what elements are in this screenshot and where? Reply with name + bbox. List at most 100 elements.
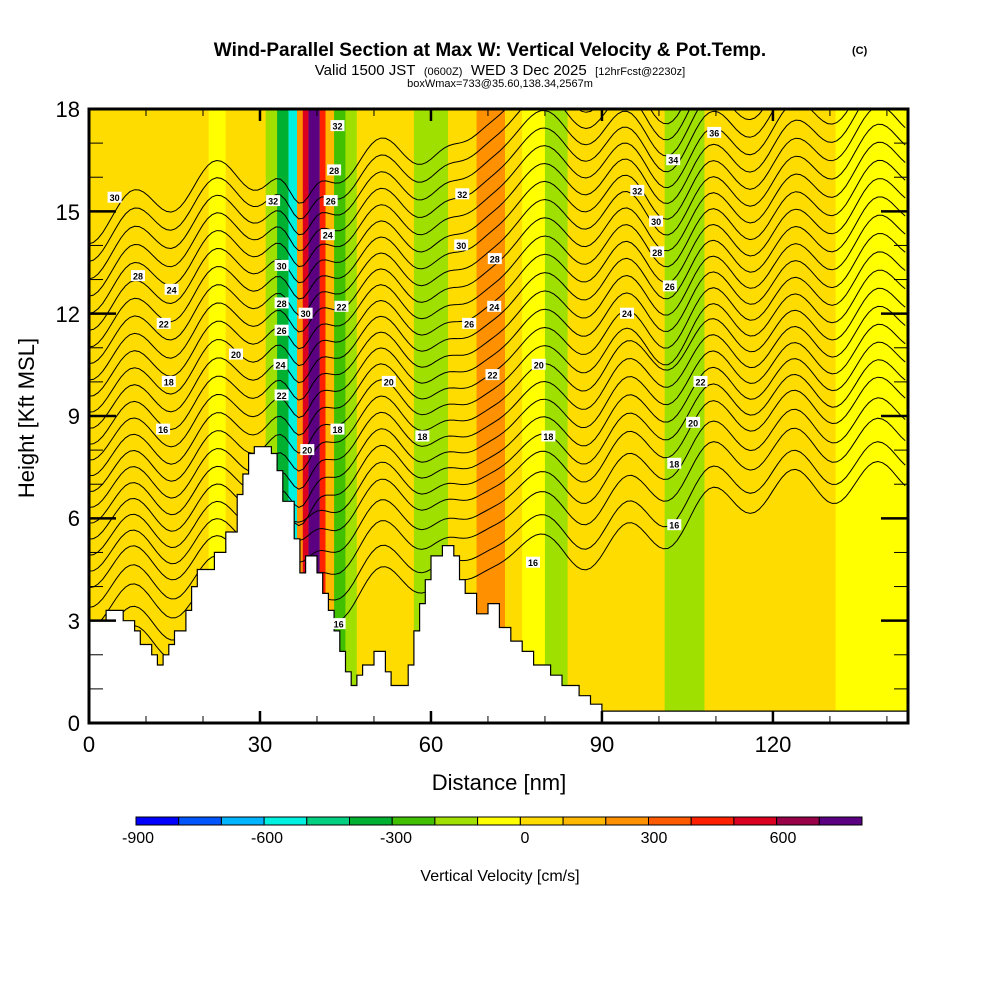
isentrope-line bbox=[89, 178, 906, 413]
colorbar-swatch bbox=[562, 816, 607, 826]
contour-label-text: 26 bbox=[665, 282, 675, 292]
contour-label-bg bbox=[686, 416, 701, 428]
subtitle-date: WED 3 Dec 2025 bbox=[471, 62, 587, 79]
x-tick-label: 120 bbox=[755, 732, 792, 757]
contour-label: 28 bbox=[650, 246, 665, 258]
y-tick-label: 12 bbox=[56, 302, 80, 327]
y-tick-label: 6 bbox=[68, 506, 80, 531]
contour-label-bg bbox=[485, 369, 500, 381]
colorbar-swatch bbox=[605, 816, 649, 826]
w-band bbox=[334, 109, 346, 723]
contour-label-text: 20 bbox=[302, 446, 312, 456]
isentrope-line bbox=[89, 323, 906, 540]
contour-label-text: 30 bbox=[301, 309, 311, 319]
isentrope-line bbox=[89, 109, 850, 314]
contour-label-text: 24 bbox=[489, 302, 499, 312]
contour-label-text: 32 bbox=[268, 197, 278, 207]
y-axis-title: Height [Kft MSL] bbox=[14, 338, 39, 498]
subtitle-forecast: [12hrFcst@2230z] bbox=[595, 66, 685, 78]
isentrope-line bbox=[89, 123, 906, 365]
contour-label-bg bbox=[487, 300, 502, 312]
contour-labels: 30 28 24 22 20 18 16 32 30 28 26 24 22 30 20 32 28 26 24 22… bbox=[107, 120, 722, 630]
contour-label: 30 bbox=[107, 191, 122, 203]
contour-label: 36 bbox=[707, 126, 722, 138]
contour-label-text: 22 bbox=[695, 377, 705, 387]
isentrope-line bbox=[89, 269, 906, 493]
colorbar-swatch bbox=[519, 816, 564, 826]
contour-label-text: 18 bbox=[669, 459, 679, 469]
contour-label: 16 bbox=[667, 519, 682, 531]
x-tick-labels: 0 30 60 90 120 bbox=[83, 732, 791, 757]
contour-label-text: 24 bbox=[167, 285, 177, 295]
y-tick-labels: 0 3 6 9 12 15 18 bbox=[56, 97, 80, 736]
contour-label-text: 30 bbox=[651, 217, 661, 227]
contour-label: 28 bbox=[487, 253, 502, 265]
contour-label: 20 bbox=[300, 444, 315, 456]
isentrope-line bbox=[89, 109, 906, 348]
contour-label: 20 bbox=[531, 358, 546, 370]
contour-label-text: 20 bbox=[688, 418, 698, 428]
w-band bbox=[613, 109, 665, 723]
contour-label: 20 bbox=[381, 375, 396, 387]
x-tick-label: 60 bbox=[419, 732, 443, 757]
plot-area: 30 28 24 22 20 18 16 32 30 28 26 24 22 30 20 32 28 26 24 22… bbox=[87, 107, 910, 725]
contour-label-bg bbox=[707, 126, 722, 138]
contour-label: 26 bbox=[323, 195, 338, 207]
colorbar-swatch bbox=[434, 816, 479, 826]
contour-label-bg bbox=[630, 184, 645, 196]
isentrope-line bbox=[89, 159, 906, 397]
contour-label-bg bbox=[156, 423, 171, 435]
colorbar-swatch bbox=[349, 816, 393, 826]
x-axis-title: Distance [nm] bbox=[432, 770, 567, 795]
colorbar-swatch bbox=[477, 816, 521, 826]
contour-label-text: 30 bbox=[277, 261, 287, 271]
contour-label-text: 34 bbox=[668, 156, 678, 166]
chart-subtitle: Valid 1500 JST (0600Z) WED 3 Dec 2025 [1… bbox=[315, 62, 685, 79]
contour-label-text: 36 bbox=[709, 128, 719, 138]
w-band bbox=[567, 109, 614, 723]
colorbar-swatch bbox=[690, 816, 735, 826]
contour-label-text: 26 bbox=[277, 326, 287, 336]
contour-label: 16 bbox=[156, 423, 171, 435]
contour-label: 32 bbox=[455, 188, 470, 200]
w-band bbox=[277, 109, 289, 723]
contour-label-bg bbox=[487, 253, 502, 265]
contour-label-bg bbox=[650, 246, 665, 258]
contour-label-bg bbox=[274, 297, 289, 309]
contour-label: 22 bbox=[485, 369, 500, 381]
contour-label-bg bbox=[381, 375, 396, 387]
y-tick-label: 3 bbox=[68, 609, 80, 634]
contour-label: 18 bbox=[415, 430, 430, 442]
colorbar-swatch bbox=[135, 816, 180, 826]
contour-label-bg bbox=[107, 191, 122, 203]
contour-label: 30 bbox=[649, 215, 664, 227]
contour-label-text: 28 bbox=[490, 255, 500, 265]
terrain-polygon bbox=[89, 446, 908, 723]
w-band bbox=[302, 109, 309, 723]
colorbar-tick-label: 300 bbox=[641, 830, 668, 847]
contour-label-bg bbox=[454, 239, 469, 251]
contour-label-bg bbox=[667, 457, 682, 469]
contour-label: 34 bbox=[666, 154, 681, 166]
contour-label-text: 22 bbox=[159, 319, 169, 329]
isentrope-line bbox=[89, 376, 906, 589]
colorbar-tick-label: -300 bbox=[380, 830, 412, 847]
contour-label-text: 16 bbox=[528, 558, 538, 568]
contour-label-bg bbox=[620, 307, 634, 319]
w-band bbox=[402, 109, 414, 723]
contour-label: 24 bbox=[487, 300, 502, 312]
contour-label-text: 26 bbox=[464, 319, 474, 329]
colorbar-swatch bbox=[178, 816, 222, 826]
colorbar-swatch bbox=[776, 816, 820, 826]
y-tick-label: 15 bbox=[56, 200, 80, 225]
contour-label-bg bbox=[156, 317, 171, 329]
contour-label-bg bbox=[693, 375, 708, 387]
w-band bbox=[345, 109, 357, 723]
contour-label-text: 24 bbox=[323, 231, 333, 241]
w-band bbox=[297, 109, 303, 723]
contour-label: 30 bbox=[298, 307, 313, 319]
contour-label-bg bbox=[273, 358, 288, 370]
contour-label: 26 bbox=[662, 280, 677, 292]
colorbar-swatch bbox=[733, 816, 778, 826]
